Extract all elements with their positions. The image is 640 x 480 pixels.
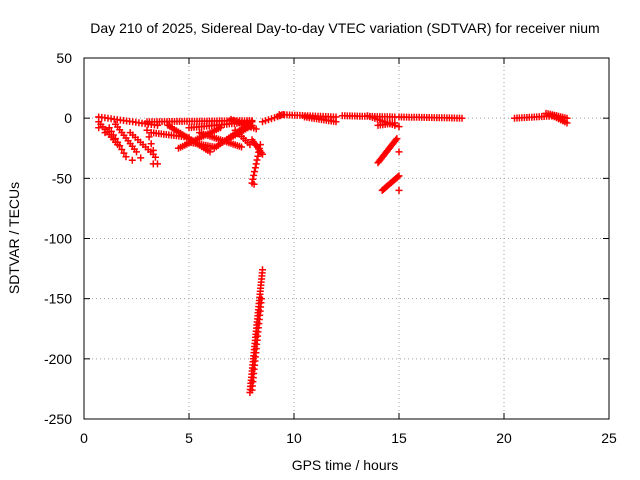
data-point [120,149,128,157]
data-point [252,160,260,168]
data-point [149,146,157,154]
data-point [114,138,122,146]
data-point [143,126,151,134]
data-point [255,148,263,156]
data-point [107,127,115,135]
data-point [391,119,399,127]
data-point [250,180,258,188]
data-point [95,113,103,121]
x-tick-label: 20 [496,430,512,446]
data-point [254,152,262,160]
axis-ticks [83,57,610,420]
data-point [259,150,266,158]
data-point [133,148,140,156]
data-point [251,168,258,176]
data-point [145,133,153,141]
data-point [128,156,136,164]
y-tick-label: -50 [52,170,72,186]
data-point [238,143,245,151]
data-point [393,135,401,143]
data-point [252,125,260,133]
data-point [259,266,266,274]
data-point [253,156,261,164]
y-tick-label: 50 [56,50,72,66]
data-point [256,145,264,152]
grid-lines [84,58,609,419]
chart-title: Day 210 of 2025, Sidereal Day-to-day VTE… [90,20,599,36]
data-point [257,295,265,303]
data-point [394,173,402,181]
tick-labels: 0 5 10 15 20 25 50 0 -50 -100 -150 -200 -250 [44,50,617,446]
data-point [151,153,159,161]
data-point [275,112,283,120]
data-point [332,118,340,126]
data-point [112,135,119,143]
data-point [458,114,466,122]
x-axis-label: GPS time / hours [292,457,399,473]
x-tick-label: 5 [185,430,193,446]
data-point [122,153,130,161]
data-points [95,109,571,396]
data-point [395,172,403,180]
data-point [149,160,157,168]
x-tick-label: 10 [286,430,302,446]
data-point [392,136,400,144]
plot-frame [83,57,610,420]
x-tick-label: 0 [80,430,88,446]
data-point [116,142,124,150]
data-point [249,175,257,183]
data-point [147,140,155,148]
data-point [137,154,145,162]
y-tick-label: -250 [44,411,72,427]
data-point [251,164,259,172]
data-point [395,148,403,156]
x-tick-label: 15 [391,430,407,446]
x-tick-label: 25 [601,430,617,446]
data-point [395,186,403,194]
data-point [95,124,103,132]
data-point [395,123,403,131]
data-point [256,141,264,149]
y-tick-label: -100 [44,231,72,247]
y-tick-label: -200 [44,351,72,367]
data-point [101,129,109,137]
data-point [250,171,258,179]
y-tick-label: 0 [64,110,72,126]
y-tick-label: -150 [44,291,72,307]
data-point [118,146,126,153]
data-point [109,131,117,139]
data-point [563,119,571,127]
y-axis-label: SDTVAR / TECUs [6,182,22,294]
data-point [105,124,113,132]
